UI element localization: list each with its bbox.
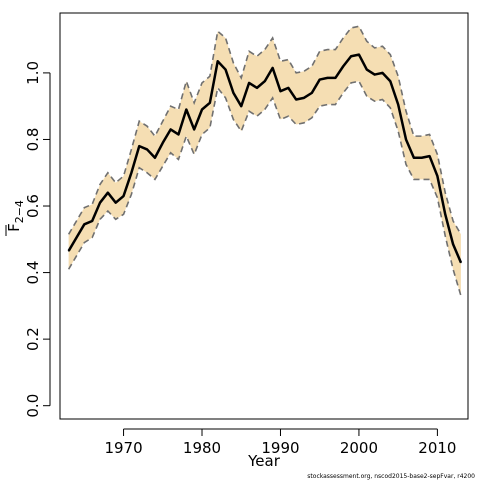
- estimate-point: [154, 157, 156, 159]
- x-tick-label: 1980: [183, 439, 221, 457]
- y-axis-title: F2−4: [5, 200, 26, 236]
- estimate-point: [389, 80, 391, 82]
- estimate-point: [68, 250, 70, 252]
- estimate-point: [366, 68, 368, 71]
- y-tick-label: 0.0: [24, 394, 42, 418]
- estimate-point: [209, 102, 211, 104]
- estimate-point: [342, 65, 344, 67]
- y-tick-label: 1.0: [24, 61, 42, 85]
- x-tick-label: 2000: [340, 439, 378, 457]
- estimate-point: [130, 172, 132, 174]
- estimate-point: [350, 55, 352, 57]
- estimate-point: [413, 157, 415, 159]
- y-tick-label: 0.2: [24, 327, 42, 351]
- x-axis: 1970 1980 1990 2000 2010: [104, 428, 456, 457]
- estimate-point: [311, 92, 313, 94]
- confidence-band-layer: [67, 25, 463, 297]
- estimate-point: [75, 237, 78, 239]
- estimate-point: [397, 103, 399, 106]
- y-axis-title-main: F: [5, 223, 23, 232]
- estimate-point: [279, 90, 282, 92]
- estimate-point: [240, 105, 242, 107]
- estimate-point: [381, 72, 384, 74]
- estimate-point: [452, 243, 454, 245]
- estimate-point: [224, 68, 227, 71]
- estimate-point: [358, 53, 360, 56]
- estimate-point: [232, 92, 234, 94]
- estimate-point: [405, 138, 407, 141]
- estimate-point: [460, 261, 462, 264]
- y-tick-label: 0.4: [24, 261, 42, 285]
- estimate-point: [177, 133, 180, 136]
- estimate-point: [107, 192, 109, 194]
- lower-bound-line: [67, 80, 462, 297]
- estimate-point: [334, 77, 336, 79]
- svg-text:F2−4: F2−4: [5, 200, 26, 232]
- estimate-point: [138, 145, 140, 147]
- footnote: stockassessment.org, nscod2015-base2-sep…: [307, 473, 475, 480]
- y-tick-label: 0.6: [24, 194, 42, 218]
- x-axis-title: Year: [247, 452, 281, 470]
- estimate-point: [319, 78, 321, 81]
- upper-bound-line: [67, 25, 462, 235]
- estimate-point: [436, 175, 438, 177]
- estimate-point: [295, 98, 297, 101]
- estimate-point: [91, 220, 93, 222]
- estimate-point: [428, 155, 431, 157]
- estimate-point: [193, 128, 195, 131]
- estimate-point: [201, 108, 203, 111]
- estimate-point: [421, 157, 423, 159]
- estimate-point: [374, 73, 376, 76]
- estimate-point: [272, 67, 274, 69]
- plot-frame: [59, 12, 469, 420]
- estimate-point: [256, 87, 258, 89]
- estimate-point: [146, 148, 148, 151]
- x-tick-label: 1990: [261, 439, 299, 457]
- y-axis-title-subscript: 2−4: [13, 200, 26, 223]
- estimate-point: [83, 223, 85, 225]
- estimate-point: [122, 195, 125, 197]
- x-tick-label: 2010: [418, 439, 456, 457]
- estimate-point: [444, 213, 446, 215]
- estimate-point: [99, 202, 101, 204]
- estimate-point: [162, 142, 164, 144]
- estimate-point: [217, 60, 219, 62]
- estimate-point: [185, 108, 187, 111]
- y-tick-label: 0.8: [24, 128, 42, 152]
- estimate-point: [287, 87, 289, 89]
- estimate-point: [303, 97, 305, 99]
- estimate-point: [248, 82, 250, 84]
- x-tick-label: 1970: [104, 439, 142, 457]
- estimate-point: [326, 77, 329, 79]
- estimate-point: [264, 80, 266, 82]
- estimate-point: [170, 128, 172, 131]
- estimate-point: [115, 202, 117, 204]
- y-axis: 0.0 0.2 0.4 0.6 0.8 1.0: [24, 61, 51, 418]
